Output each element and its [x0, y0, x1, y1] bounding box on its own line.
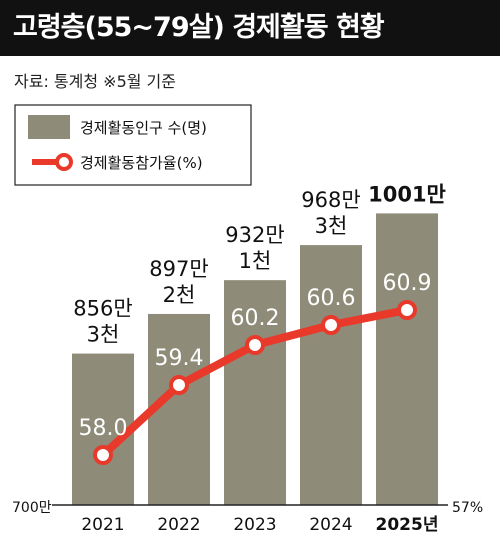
bar-value-label-3-0: 968만	[301, 188, 360, 212]
bar-4	[376, 213, 438, 505]
right-axis-min-label: 57%	[452, 500, 483, 516]
legend-line-label: 경제활동참가율(%)	[80, 154, 203, 172]
rate-value-label-1: 59.4	[155, 346, 204, 371]
x-tick-labels: 2021 2022 2023 2024 2025년	[81, 515, 438, 535]
x-tick-label-2: 2023	[233, 515, 276, 535]
legend-line-marker	[55, 153, 73, 171]
rate-value-label-4: 60.9	[383, 271, 432, 296]
rate-marker-3	[321, 315, 341, 335]
rate-marker-2	[245, 335, 265, 355]
rate-marker-4	[397, 300, 417, 320]
bar-value-label-2-1: 1천	[239, 249, 272, 273]
rate-marker-1	[169, 375, 189, 395]
bar-value-label-0-1: 3천	[87, 323, 120, 347]
bar-value-label-1-1: 2천	[163, 283, 196, 307]
legend-bar-swatch	[28, 115, 70, 139]
x-tick-label-4: 2025년	[376, 515, 439, 535]
left-axis-min-label: 700만	[12, 500, 52, 516]
x-tick-label-0: 2021	[81, 515, 124, 535]
x-tick-label-1: 2022	[157, 515, 200, 535]
bars-layer	[72, 213, 438, 505]
rate-marker-0	[93, 445, 113, 465]
bar-value-label-1-0: 897만	[149, 257, 208, 281]
legend: 경제활동인구 수(명) 경제활동참가율(%)	[14, 104, 252, 186]
bar-value-label-3-1: 3천	[315, 214, 348, 238]
axis-layer: 700만 57%	[12, 500, 483, 516]
bar-0	[72, 353, 134, 505]
rate-value-label-3: 60.6	[307, 286, 356, 311]
bar-3	[300, 245, 362, 505]
x-tick-label-3: 2024	[309, 515, 352, 535]
bar-2	[224, 280, 286, 505]
chart-source-note: 자료: 통계청 ※5월 기준	[14, 72, 176, 91]
rate-value-label-0: 58.0	[79, 416, 128, 441]
line-layer: 58.0 59.4 60.2 60.6 60.9	[79, 271, 432, 465]
chart-title: 고령층(55~79살) 경제활동 현황	[0, 0, 500, 56]
bar-value-label-2-0: 932만	[225, 223, 284, 247]
bar-1	[148, 313, 210, 505]
bar-value-label-4-0: 1001만	[368, 182, 446, 206]
legend-bar-label: 경제활동인구 수(명)	[80, 119, 207, 137]
bar-value-label-0-0: 856만	[73, 297, 132, 321]
rate-value-label-2: 60.2	[231, 306, 280, 331]
